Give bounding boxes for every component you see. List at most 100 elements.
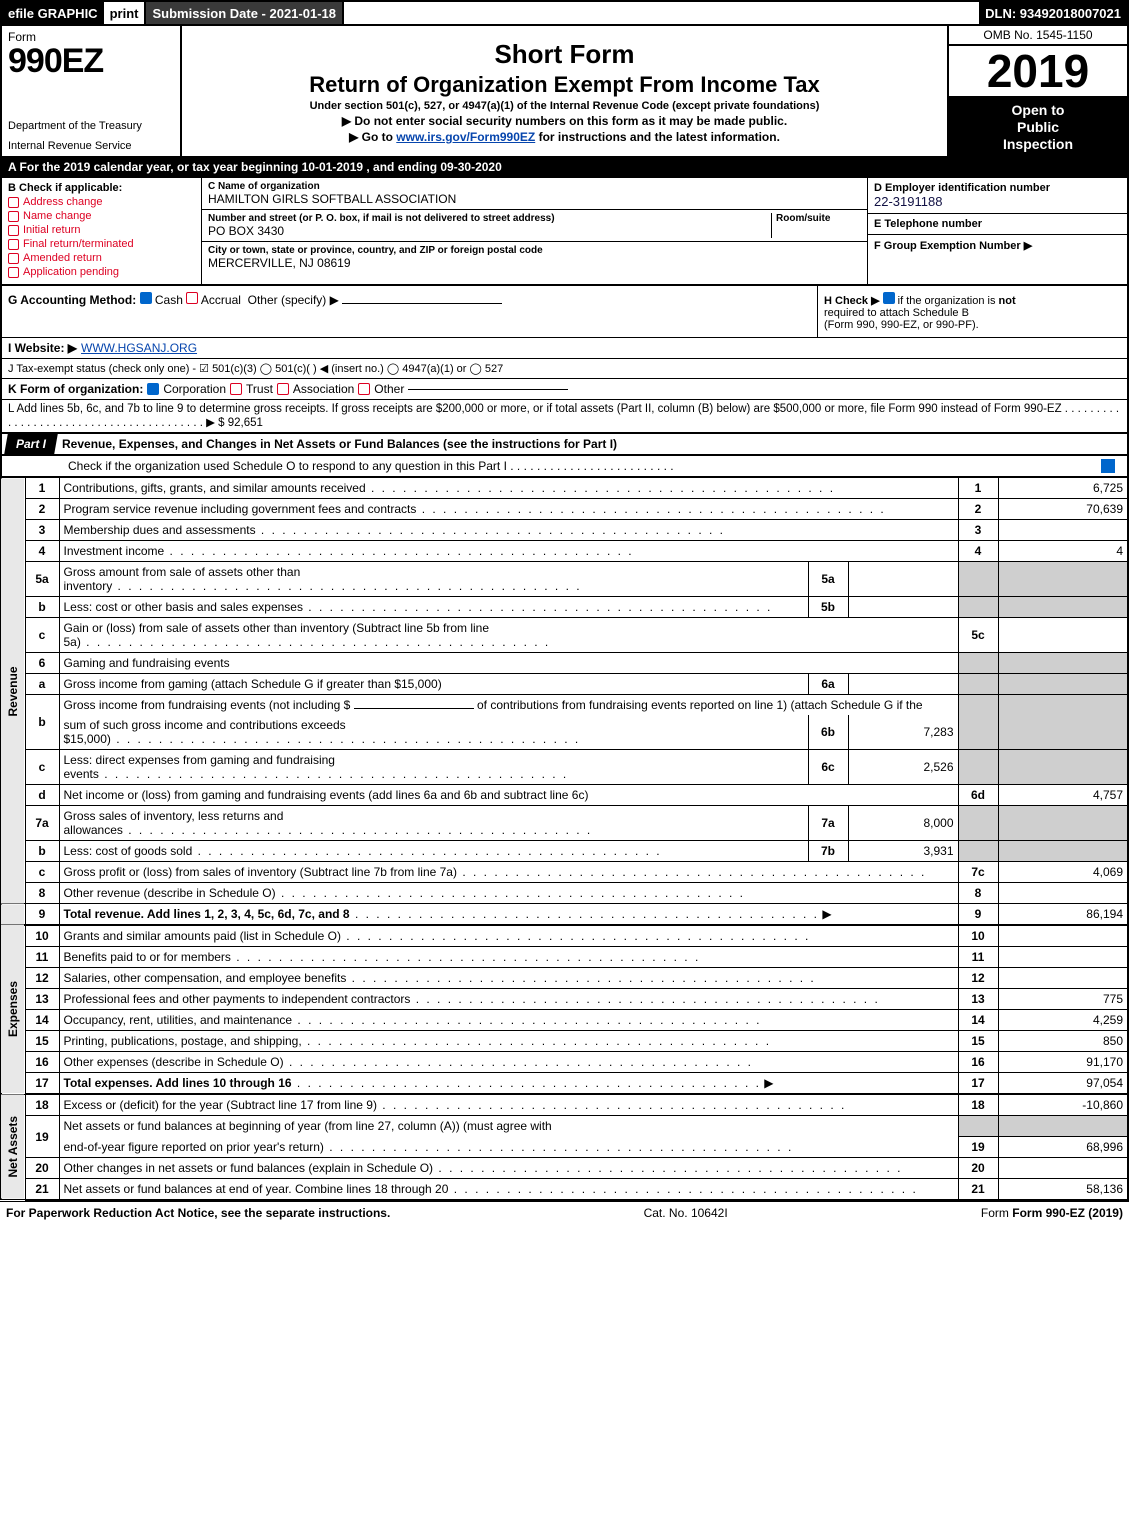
line-ref: 10 xyxy=(958,925,998,947)
line-value: 4,757 xyxy=(998,785,1128,806)
checkbox-icon xyxy=(8,225,19,236)
subline-ref: 5a xyxy=(808,562,848,597)
line-value xyxy=(998,1157,1128,1178)
org-addr-label: Number and street (or P. O. box, if mail… xyxy=(208,213,771,224)
subline-value: 2,526 xyxy=(848,750,958,785)
open-to-public: Open to Public Inspection xyxy=(949,98,1127,156)
goto-line: ▶ Go to www.irs.gov/Form990EZ for instru… xyxy=(190,130,939,144)
chk-address-change[interactable]: Address change xyxy=(8,196,195,208)
line-20: 20 Other changes in net assets or fund b… xyxy=(1,1157,1128,1178)
revenue-sidelabel-end xyxy=(1,904,25,926)
goto-pre: ▶ Go to xyxy=(349,130,396,144)
line-desc: Net assets or fund balances at beginning… xyxy=(59,1116,958,1137)
line-6c: c Less: direct expenses from gaming and … xyxy=(1,750,1128,785)
h-text2: if the organization is xyxy=(898,295,999,307)
line-ref: 14 xyxy=(958,1010,998,1031)
line-10: Expenses 10 Grants and similar amounts p… xyxy=(1,925,1128,947)
subline-value: 8,000 xyxy=(848,806,958,841)
line-desc: sum of such gross income and contributio… xyxy=(59,715,808,750)
g-other: Other (specify) ▶ xyxy=(248,293,339,307)
checkbox-icon xyxy=(277,383,289,395)
form-ref: Form Form 990-EZ (2019) xyxy=(981,1206,1123,1220)
line-number: c xyxy=(25,750,59,785)
chk-initial-return[interactable]: Initial return xyxy=(8,224,195,236)
line-number: 10 xyxy=(25,925,59,947)
header-right: OMB No. 1545-1150 2019 Open to Public In… xyxy=(947,26,1127,156)
chk-name-change[interactable]: Name change xyxy=(8,210,195,222)
k-other: Other xyxy=(374,382,404,396)
line-desc: Occupancy, rent, utilities, and maintena… xyxy=(59,1010,958,1031)
line-ref: 6d xyxy=(958,785,998,806)
row-g: G Accounting Method: Cash Accrual Other … xyxy=(2,286,817,337)
cell-grey xyxy=(998,750,1128,785)
line-number: 13 xyxy=(25,989,59,1010)
line-desc: Net income or (loss) from gaming and fun… xyxy=(59,785,958,806)
checkbox-icon xyxy=(186,292,198,304)
subline-value xyxy=(848,674,958,695)
org-city-value: MERCERVILLE, NJ 08619 xyxy=(208,256,861,270)
checkbox-checked-icon xyxy=(147,383,159,395)
website-label: I Website: ▶ xyxy=(8,341,77,355)
line-value xyxy=(998,520,1128,541)
line-15: 15 Printing, publications, postage, and … xyxy=(1,1031,1128,1052)
omb-number: OMB No. 1545-1150 xyxy=(949,26,1127,46)
line-number: c xyxy=(25,862,59,883)
cell-grey xyxy=(998,597,1128,618)
cell-grey xyxy=(958,1116,998,1137)
print-label[interactable]: print xyxy=(104,2,147,24)
line-desc: Membership dues and assessments xyxy=(59,520,958,541)
section-b: B Check if applicable: Address change Na… xyxy=(2,178,202,284)
short-form-title: Short Form xyxy=(190,39,939,70)
row-l-gross-receipts: L Add lines 5b, 6c, and 7b to line 9 to … xyxy=(0,400,1129,434)
row-g-h: G Accounting Method: Cash Accrual Other … xyxy=(0,286,1129,338)
checkbox-icon xyxy=(8,239,19,250)
chk-application-pending[interactable]: Application pending xyxy=(8,266,195,278)
line-desc: Professional fees and other payments to … xyxy=(59,989,958,1010)
part-i-header: Part I Revenue, Expenses, and Changes in… xyxy=(0,434,1129,456)
blank-underline xyxy=(354,708,474,709)
irs-link[interactable]: www.irs.gov/Form990EZ xyxy=(396,130,535,144)
line-value: 86,194 xyxy=(998,904,1128,926)
row-h: H Check ▶ if the organization is not req… xyxy=(817,286,1127,337)
group-exemption-label: F Group Exemption Number ▶ xyxy=(874,239,1121,252)
line-value xyxy=(998,925,1128,947)
k-trust: Trust xyxy=(246,382,273,396)
subline-value: 7,283 xyxy=(848,715,958,750)
line-desc: end-of-year figure reported on prior yea… xyxy=(59,1136,958,1157)
line-desc: Less: direct expenses from gaming and fu… xyxy=(59,750,808,785)
line-11: 11 Benefits paid to or for members 11 xyxy=(1,947,1128,968)
line-number: 17 xyxy=(25,1073,59,1095)
line-ref: 1 xyxy=(958,478,998,499)
line-value: 775 xyxy=(998,989,1128,1010)
line-desc: Salaries, other compensation, and employ… xyxy=(59,968,958,989)
line-ref: 11 xyxy=(958,947,998,968)
h-prefix: H Check ▶ xyxy=(824,295,883,307)
line-number: 18 xyxy=(25,1094,59,1116)
chk-amended-return[interactable]: Amended return xyxy=(8,252,195,264)
website-link[interactable]: WWW.HGSANJ.ORG xyxy=(81,341,197,355)
line-ref: 13 xyxy=(958,989,998,1010)
line-number: 1 xyxy=(25,478,59,499)
line-6a: a Gross income from gaming (attach Sched… xyxy=(1,674,1128,695)
efile-label: efile GRAPHIC xyxy=(2,2,104,24)
part-i-title: Revenue, Expenses, and Changes in Net As… xyxy=(56,434,1127,454)
line-value: 58,136 xyxy=(998,1178,1128,1200)
form-number: 990EZ xyxy=(8,42,174,81)
goto-post: for instructions and the latest informat… xyxy=(535,130,780,144)
line-3: 3 Membership dues and assessments 3 xyxy=(1,520,1128,541)
line-5a: 5a Gross amount from sale of assets othe… xyxy=(1,562,1128,597)
g-label: G Accounting Method: xyxy=(8,293,136,307)
dept-treasury: Department of the Treasury xyxy=(8,120,174,132)
cell-grey xyxy=(998,653,1128,674)
g-accrual: Accrual xyxy=(201,293,241,307)
line-desc: Less: cost of goods sold xyxy=(59,841,808,862)
line-number: b xyxy=(25,597,59,618)
line-ref: 9 xyxy=(958,904,998,926)
checkbox-icon xyxy=(8,267,19,278)
netassets-sidelabel: Net Assets xyxy=(1,1094,25,1200)
line-desc: Total revenue. Add lines 1, 2, 3, 4, 5c,… xyxy=(59,904,958,926)
header-left: Form 990EZ Department of the Treasury In… xyxy=(2,26,182,156)
line-16: 16 Other expenses (describe in Schedule … xyxy=(1,1052,1128,1073)
subline-ref: 7a xyxy=(808,806,848,841)
chk-final-return[interactable]: Final return/terminated xyxy=(8,238,195,250)
